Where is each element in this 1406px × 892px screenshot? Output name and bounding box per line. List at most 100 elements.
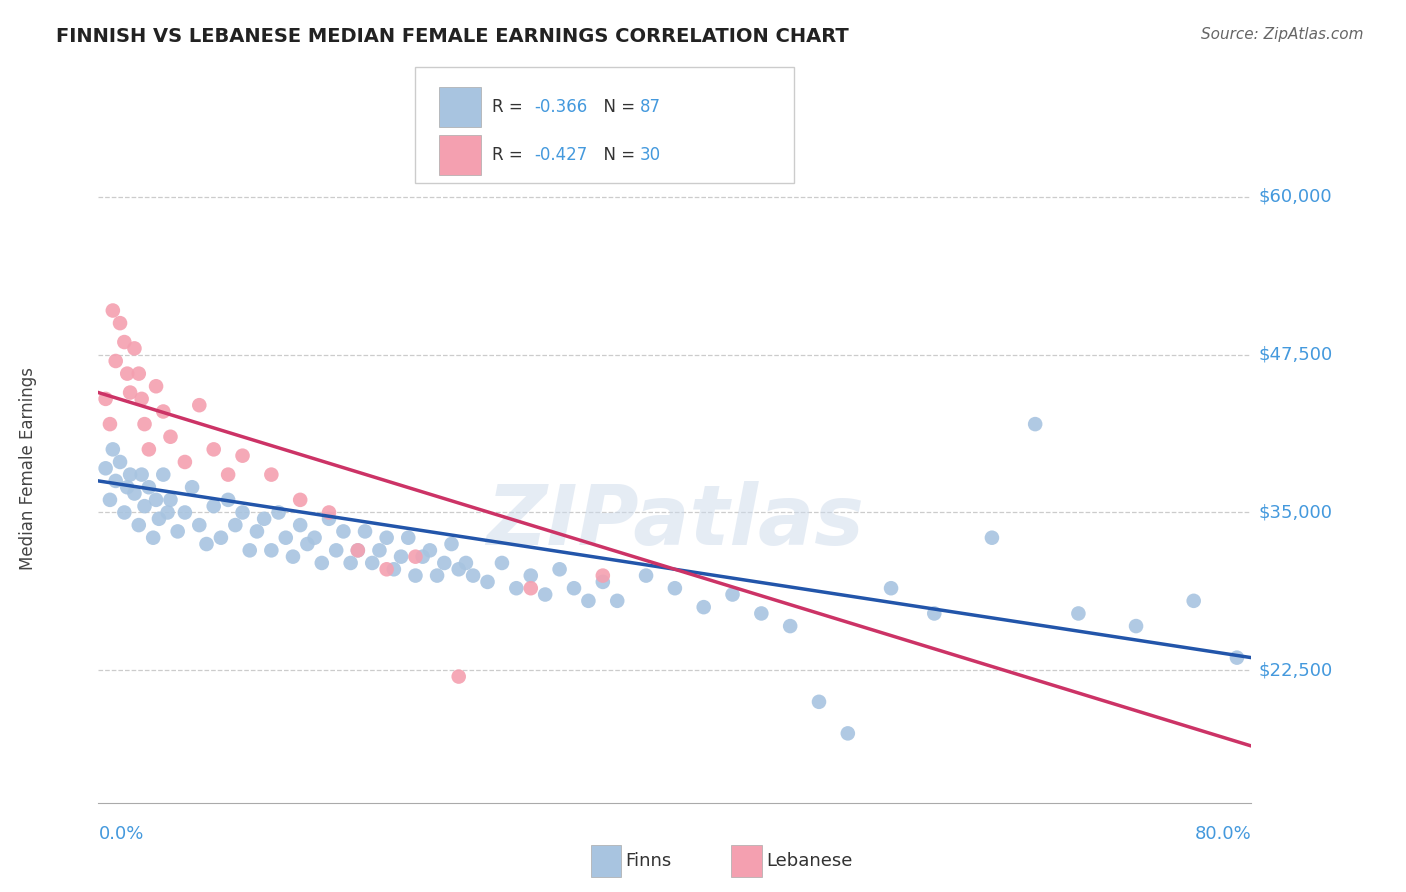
Text: R =: R =: [492, 146, 529, 164]
Point: [606, 594, 628, 608]
Point: [636, 568, 658, 582]
Point: [1024, 417, 1046, 431]
Point: [419, 543, 441, 558]
Point: [120, 467, 142, 482]
Point: [159, 430, 181, 444]
Point: [548, 562, 571, 576]
Point: [94, 461, 117, 475]
Point: [152, 404, 174, 418]
Point: [174, 455, 197, 469]
Point: [534, 588, 557, 602]
Point: [837, 726, 859, 740]
Point: [152, 467, 174, 482]
Point: [120, 385, 142, 400]
Point: [231, 506, 254, 520]
Point: [693, 600, 716, 615]
Point: [108, 455, 131, 469]
Point: [217, 492, 239, 507]
Text: 0.0%: 0.0%: [98, 825, 143, 843]
Point: [297, 537, 319, 551]
Point: [664, 581, 686, 595]
Point: [202, 442, 225, 457]
Point: [405, 549, 427, 564]
Point: [267, 506, 290, 520]
Point: [112, 506, 135, 520]
Point: [138, 442, 160, 457]
Point: [318, 512, 340, 526]
Point: [260, 543, 283, 558]
Point: [217, 467, 239, 482]
Point: [124, 342, 146, 356]
Point: [346, 543, 368, 558]
Point: [104, 474, 127, 488]
Point: [339, 556, 361, 570]
Point: [520, 568, 543, 582]
Point: [454, 556, 477, 570]
Point: [981, 531, 1004, 545]
Point: [174, 506, 197, 520]
Point: [260, 467, 283, 482]
Text: 80.0%: 80.0%: [1195, 825, 1251, 843]
Point: [195, 537, 218, 551]
Point: [159, 492, 181, 507]
Point: [145, 379, 167, 393]
Point: [751, 607, 773, 621]
Point: [318, 506, 340, 520]
Point: [1182, 594, 1205, 608]
Point: [491, 556, 513, 570]
Point: [1226, 650, 1249, 665]
Point: [368, 543, 391, 558]
Point: [148, 512, 170, 526]
Point: [142, 531, 165, 545]
Point: [209, 531, 232, 545]
Point: [181, 480, 204, 494]
Point: [922, 607, 945, 621]
Point: [412, 549, 434, 564]
Point: [104, 354, 127, 368]
Point: [128, 518, 150, 533]
Point: [108, 316, 131, 330]
Point: [231, 449, 254, 463]
Point: [1067, 607, 1090, 621]
Point: [592, 568, 614, 582]
Point: [188, 518, 211, 533]
Point: [253, 512, 276, 526]
Point: [156, 506, 179, 520]
Point: [426, 568, 449, 582]
Point: [224, 518, 246, 533]
Point: [346, 543, 368, 558]
Point: [325, 543, 347, 558]
Text: Lebanese: Lebanese: [766, 852, 852, 870]
Point: [447, 669, 470, 683]
Point: [389, 549, 412, 564]
Point: [304, 531, 326, 545]
Point: [592, 574, 614, 589]
Point: [112, 334, 135, 349]
Point: [98, 492, 121, 507]
Point: [433, 556, 456, 570]
Text: $22,500: $22,500: [1258, 661, 1333, 680]
Text: FINNISH VS LEBANESE MEDIAN FEMALE EARNINGS CORRELATION CHART: FINNISH VS LEBANESE MEDIAN FEMALE EARNIN…: [56, 27, 849, 45]
Point: [281, 549, 304, 564]
Point: [332, 524, 354, 539]
Point: [124, 486, 146, 500]
Point: [562, 581, 585, 595]
Point: [134, 499, 156, 513]
Point: [880, 581, 903, 595]
Text: Median Female Earnings: Median Female Earnings: [20, 367, 37, 570]
Point: [807, 695, 830, 709]
Point: [361, 556, 384, 570]
Point: [311, 556, 333, 570]
Point: [131, 467, 153, 482]
Point: [440, 537, 463, 551]
Text: 87: 87: [640, 98, 661, 116]
Point: [447, 562, 470, 576]
Point: [131, 392, 153, 406]
Text: $35,000: $35,000: [1258, 503, 1333, 522]
Point: [166, 524, 188, 539]
Point: [239, 543, 262, 558]
Point: [138, 480, 160, 494]
Point: [134, 417, 156, 431]
Point: [382, 562, 405, 576]
Text: Source: ZipAtlas.com: Source: ZipAtlas.com: [1201, 27, 1364, 42]
